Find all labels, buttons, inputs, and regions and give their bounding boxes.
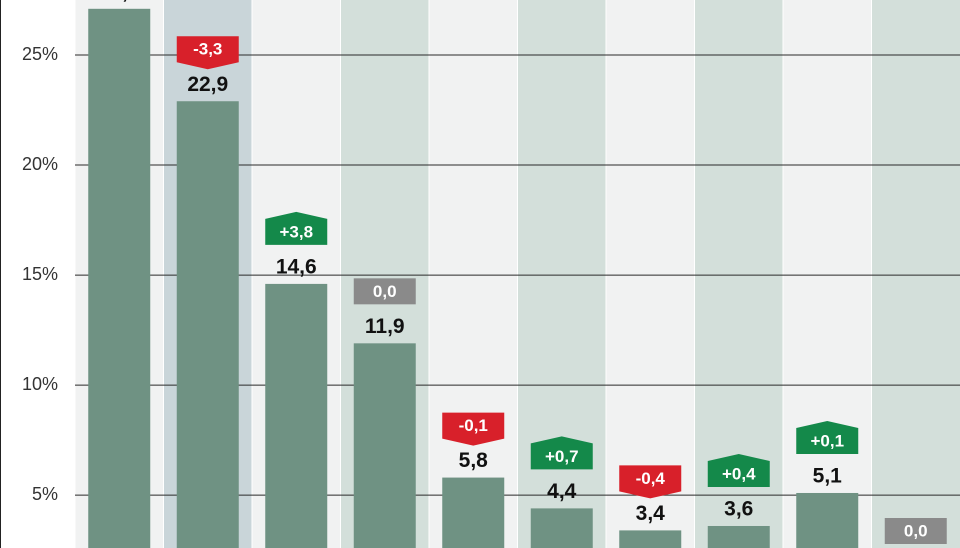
value-label: 3,6: [724, 498, 753, 521]
value-label: 5,8: [459, 449, 489, 472]
value-label: 22,9: [187, 73, 228, 96]
change-label: +3,8: [279, 222, 313, 241]
value-label: 5,1: [813, 465, 843, 488]
column-background: [871, 0, 960, 548]
change-badge: [796, 420, 859, 454]
bar: [619, 530, 682, 548]
column-background: [783, 0, 872, 548]
bar: [265, 283, 328, 548]
change-badge: [353, 278, 416, 305]
column-background: [606, 0, 695, 548]
change-badge: [619, 465, 682, 499]
change-label: -0,4: [636, 469, 666, 488]
bar: [796, 492, 859, 548]
change-badge: [707, 453, 770, 487]
y-tick-label: 15%: [22, 264, 58, 284]
change-label: +0,4: [722, 464, 756, 483]
change-label: +0,1: [810, 431, 844, 450]
bar: [88, 8, 151, 548]
change-badge: [176, 36, 239, 70]
change-label: -3,3: [193, 40, 222, 59]
change-label: -0,1: [459, 416, 488, 435]
value-label: 14,6: [276, 255, 317, 278]
change-label: 0,0: [904, 521, 928, 540]
value-label: 27,1: [99, 0, 140, 3]
value-label: 3,4: [636, 502, 666, 525]
change-label: +0,7: [545, 447, 579, 466]
column-background: [429, 0, 518, 548]
change-badge: [442, 412, 505, 446]
bar: [530, 508, 593, 548]
y-tick-label: 20%: [22, 154, 58, 174]
bar: [353, 343, 416, 548]
y-tick-label: 25%: [22, 44, 58, 64]
y-tick-label: 10%: [22, 374, 58, 394]
change-badge: [884, 518, 947, 544]
y-tick-label: 5%: [32, 484, 58, 504]
bar: [707, 525, 770, 548]
value-label: 11,9: [365, 315, 405, 338]
value-label: 4,4: [547, 480, 577, 503]
bar: [176, 101, 239, 548]
bar: [442, 477, 505, 548]
change-badge: [530, 436, 593, 470]
change-badge: [265, 211, 328, 245]
change-label: 0,0: [373, 282, 397, 301]
